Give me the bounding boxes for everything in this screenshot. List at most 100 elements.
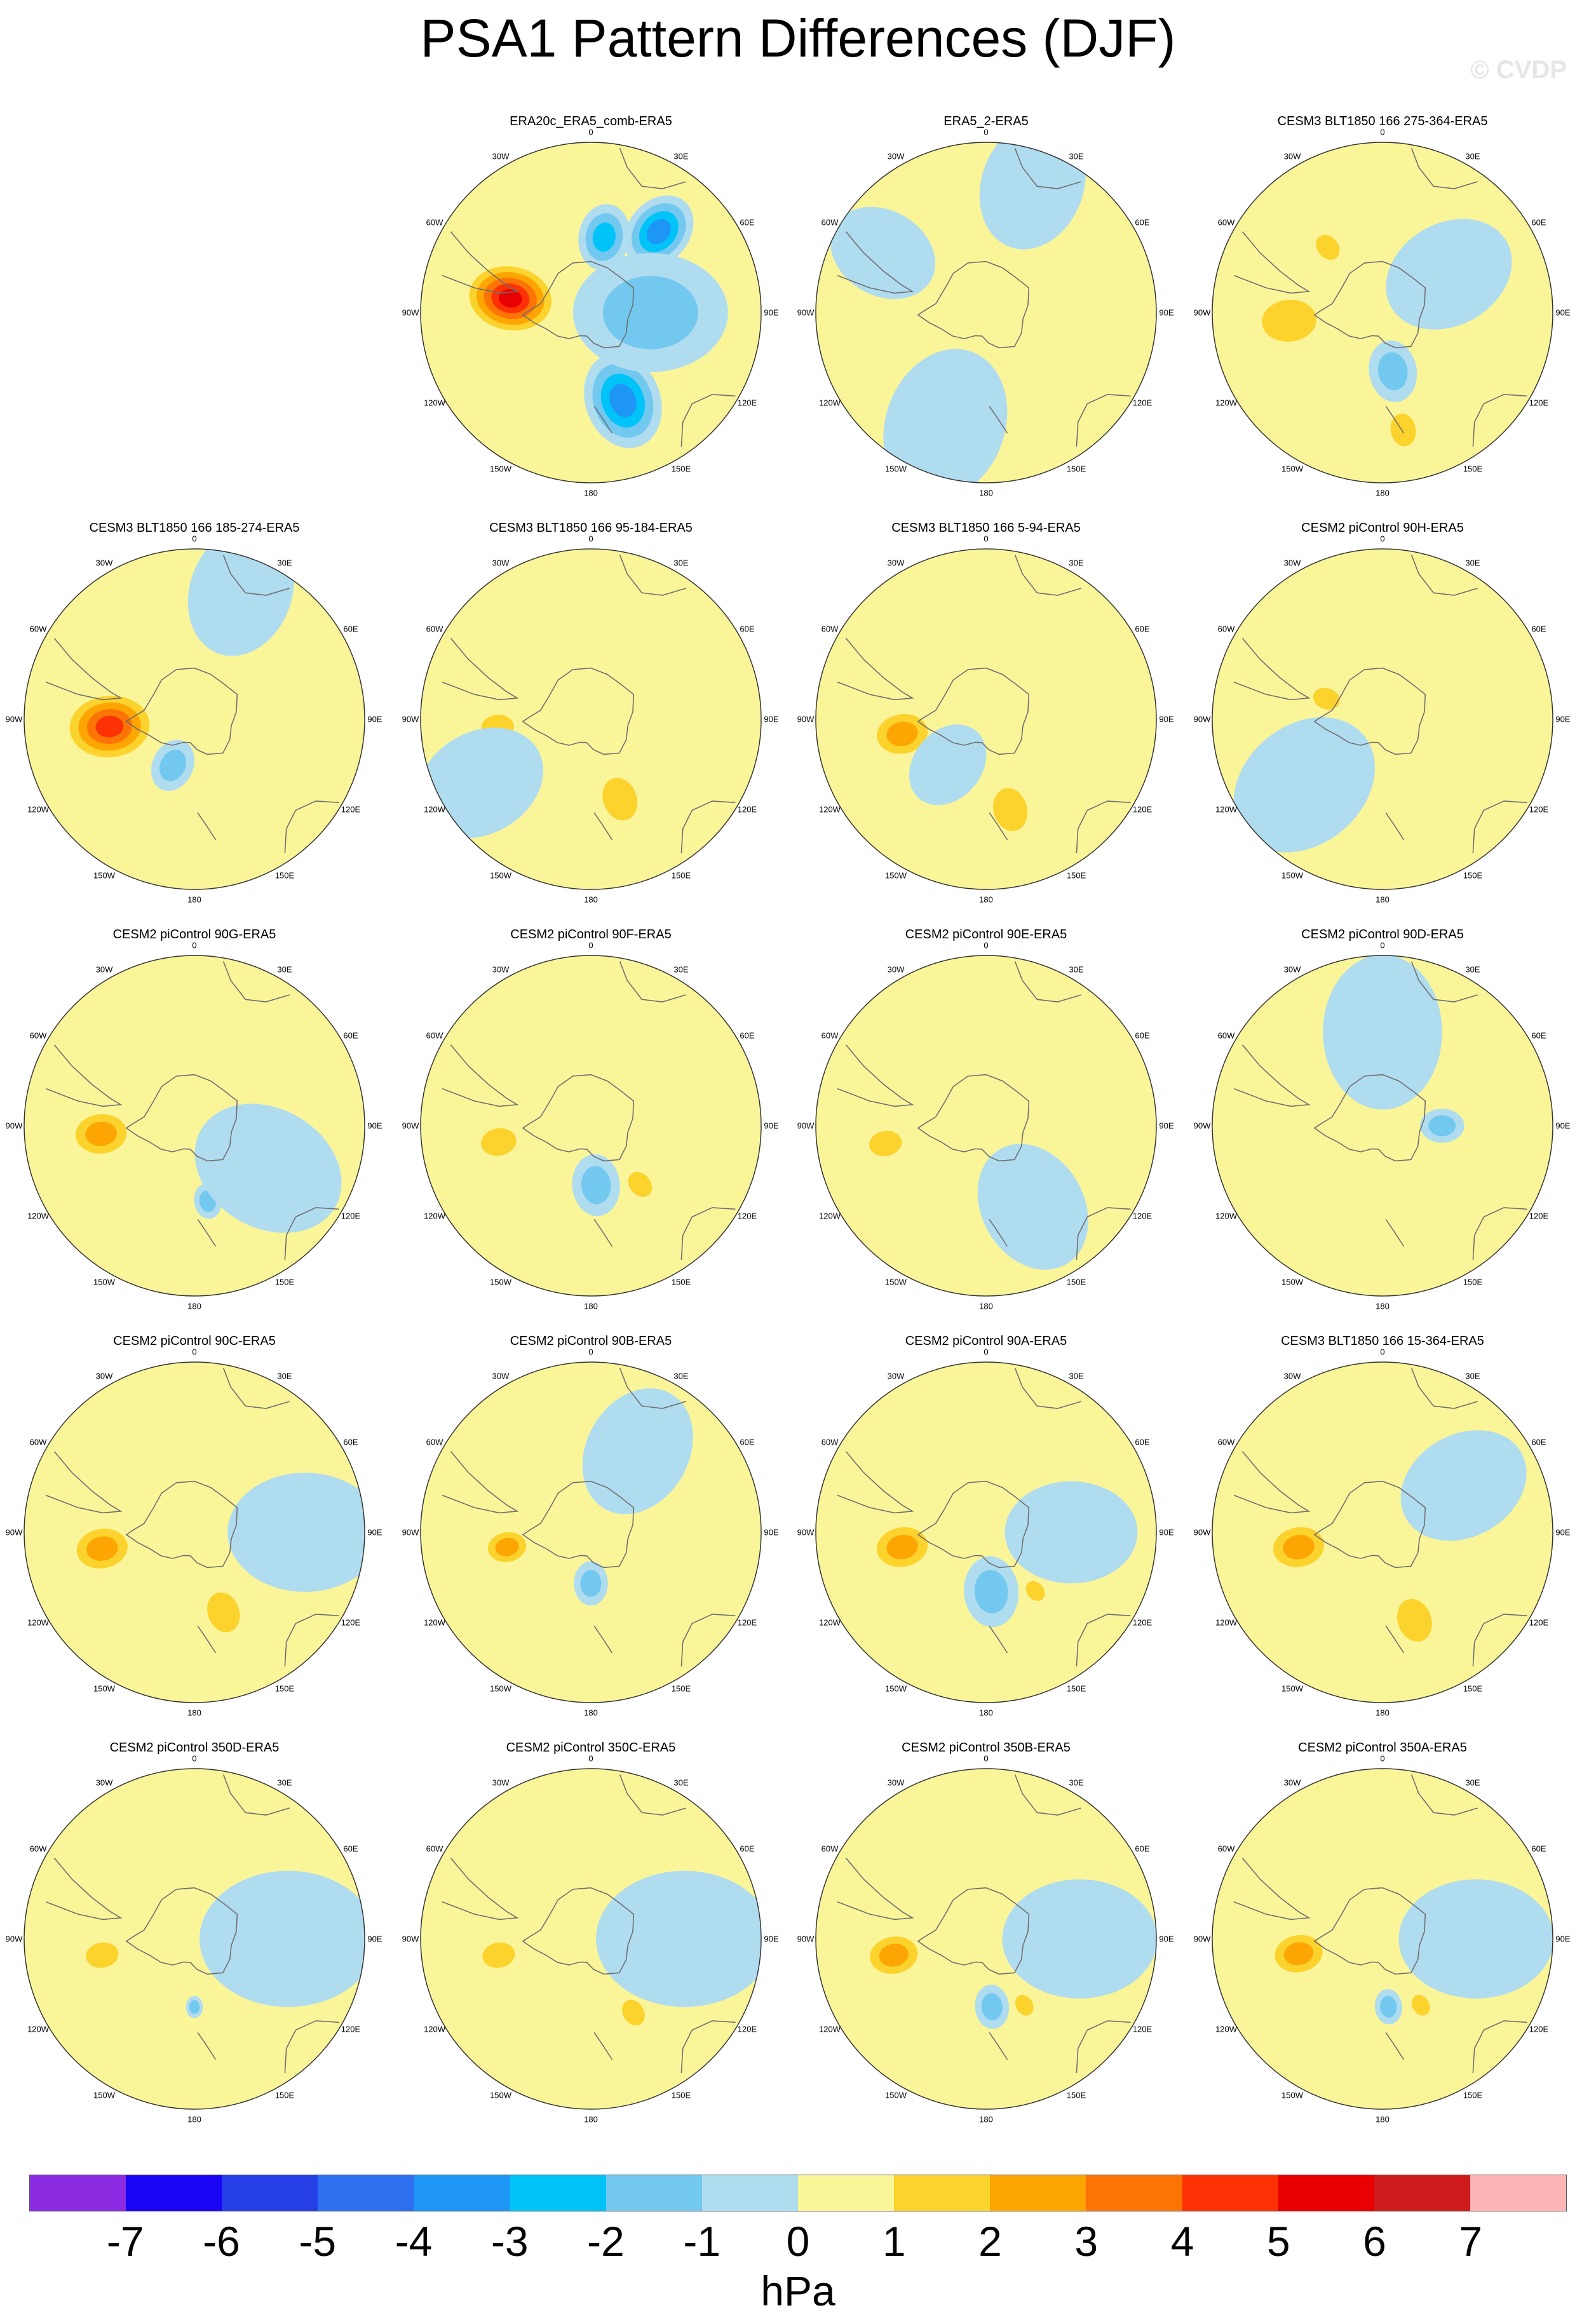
map-border bbox=[815, 1768, 1157, 2110]
longitude-label: 150E bbox=[1463, 870, 1483, 881]
anomaly-contour bbox=[1233, 717, 1376, 853]
longitude-label: 180 bbox=[979, 1301, 993, 1311]
longitude-label: 60E bbox=[343, 1437, 358, 1447]
africa-coastline bbox=[619, 555, 686, 596]
longitude-label: 120E bbox=[341, 2024, 361, 2034]
new-zealand-coastline bbox=[197, 1625, 217, 1654]
colorbar-units: hPa bbox=[761, 2267, 835, 2314]
map-panel: CESM2 piControl 350B-ERA5 0 30E 60E 90E 120E 1… bbox=[797, 1741, 1174, 2124]
field-background bbox=[1212, 955, 1553, 1296]
colorbar-tick-label: 0 bbox=[786, 2218, 810, 2265]
africa-coastline bbox=[1014, 148, 1081, 189]
colorbar-swatch bbox=[1182, 2175, 1278, 2211]
colorbar-tick-label: 3 bbox=[1074, 2218, 1099, 2265]
longitude-label: 60E bbox=[1135, 1844, 1150, 1854]
polar-map bbox=[1212, 955, 1553, 1297]
anomaly-contour bbox=[86, 1942, 119, 1968]
longitude-label: 90E bbox=[367, 1934, 382, 1944]
longitude-label: 60W bbox=[29, 1030, 47, 1041]
africa-coastline bbox=[1014, 555, 1081, 596]
longitude-label: 60W bbox=[426, 1844, 443, 1854]
longitude-label: 150E bbox=[274, 1277, 295, 1287]
south-america-coastline bbox=[442, 231, 519, 294]
map-border bbox=[24, 955, 365, 1297]
antarctica-coastline bbox=[522, 260, 635, 349]
anomaly-contour bbox=[622, 1999, 645, 2026]
new-zealand-coastline bbox=[989, 1218, 1008, 1247]
map-border bbox=[815, 1361, 1157, 1703]
anomaly-contour bbox=[481, 1128, 517, 1156]
longitude-label: 150E bbox=[671, 1684, 691, 1694]
africa-coastline bbox=[1410, 1774, 1478, 1816]
longitude-label: 90W bbox=[1193, 1527, 1211, 1537]
longitude-label: 30E bbox=[673, 151, 689, 161]
map-border bbox=[420, 1361, 762, 1703]
colorbar-tick-label: 1 bbox=[882, 2218, 906, 2265]
map-border bbox=[420, 955, 762, 1297]
polar-map bbox=[24, 548, 365, 890]
anomaly-contour bbox=[95, 715, 124, 738]
polar-map bbox=[815, 142, 1157, 483]
anomaly-contour bbox=[1386, 219, 1512, 330]
colorbar-swatch bbox=[1470, 2175, 1566, 2211]
australia-coastline bbox=[1472, 394, 1527, 447]
longitude-label: 60E bbox=[343, 1030, 358, 1041]
south-america-coastline bbox=[1233, 1858, 1311, 1920]
antarctica-coastline bbox=[1313, 1480, 1426, 1569]
longitude-label: 150W bbox=[1282, 1684, 1303, 1694]
panel-title: CESM2 piControl 90C-ERA5 bbox=[113, 1334, 276, 1348]
longitude-label: 90E bbox=[1159, 1934, 1174, 1944]
new-zealand-coastline bbox=[197, 812, 217, 840]
longitude-label: 90W bbox=[797, 1934, 815, 1944]
map-panel: CESM2 piControl 350C-ERA5 0 30E 60E 90E 120E 1… bbox=[402, 1741, 779, 2124]
africa-coastline bbox=[222, 1368, 290, 1409]
new-zealand-coastline bbox=[1385, 1218, 1405, 1247]
anomaly-contour bbox=[1400, 1430, 1527, 1541]
south-america-coastline bbox=[45, 1451, 123, 1514]
anomaly-contour bbox=[1398, 1879, 1553, 1999]
field-background bbox=[1212, 1769, 1553, 2109]
anomaly-contour bbox=[194, 1104, 342, 1233]
south-america-coastline bbox=[837, 231, 914, 294]
map-border bbox=[420, 142, 762, 483]
longitude-label: 120E bbox=[1529, 804, 1549, 814]
polar-map bbox=[1212, 548, 1553, 890]
longitude-label: 90W bbox=[402, 1527, 419, 1537]
longitude-label: 60E bbox=[1531, 1030, 1546, 1041]
anomaly-contour bbox=[993, 788, 1028, 832]
longitude-label: 0 bbox=[984, 534, 989, 544]
africa-coastline bbox=[619, 961, 686, 1002]
map-panel: CESM3 BLT1850 166 275-364-ERA5 0 30E 60E 90E… bbox=[1194, 114, 1571, 498]
longitude-label: 120E bbox=[1132, 1211, 1153, 1221]
antarctica-coastline bbox=[917, 260, 1030, 349]
longitude-label: 0 bbox=[1380, 127, 1385, 137]
longitude-label: 60E bbox=[1531, 1844, 1546, 1854]
anomaly-contour bbox=[207, 1592, 240, 1633]
longitude-label: 0 bbox=[192, 940, 197, 950]
longitude-label: 150W bbox=[885, 1684, 907, 1694]
longitude-label: 30E bbox=[1069, 558, 1084, 568]
south-america-coastline bbox=[1233, 231, 1311, 294]
longitude-label: 120E bbox=[341, 1617, 361, 1628]
longitude-label: 120W bbox=[1215, 2024, 1238, 2034]
longitude-label: 120E bbox=[1529, 1211, 1549, 1221]
south-america-coastline bbox=[442, 638, 519, 701]
colorbar-tick-label: -1 bbox=[683, 2218, 721, 2265]
longitude-label: 90E bbox=[1555, 714, 1571, 724]
longitude-label: 90W bbox=[5, 1934, 23, 1944]
polar-map bbox=[420, 142, 762, 483]
longitude-label: 60E bbox=[740, 1437, 755, 1447]
africa-coastline bbox=[619, 148, 686, 189]
longitude-label: 120E bbox=[1132, 804, 1153, 814]
south-america-coastline bbox=[837, 1451, 914, 1514]
polar-map bbox=[24, 1361, 365, 1703]
longitude-label: 60E bbox=[740, 624, 755, 634]
new-zealand-coastline bbox=[989, 405, 1008, 434]
longitude-label: 180 bbox=[979, 488, 993, 498]
longitude-label: 180 bbox=[979, 894, 993, 905]
field-background bbox=[1212, 1362, 1553, 1703]
panel-title: CESM2 piControl 90H-ERA5 bbox=[1301, 521, 1464, 535]
antarctica-coastline bbox=[125, 667, 238, 755]
map-border bbox=[24, 548, 365, 890]
longitude-label: 0 bbox=[588, 127, 593, 137]
